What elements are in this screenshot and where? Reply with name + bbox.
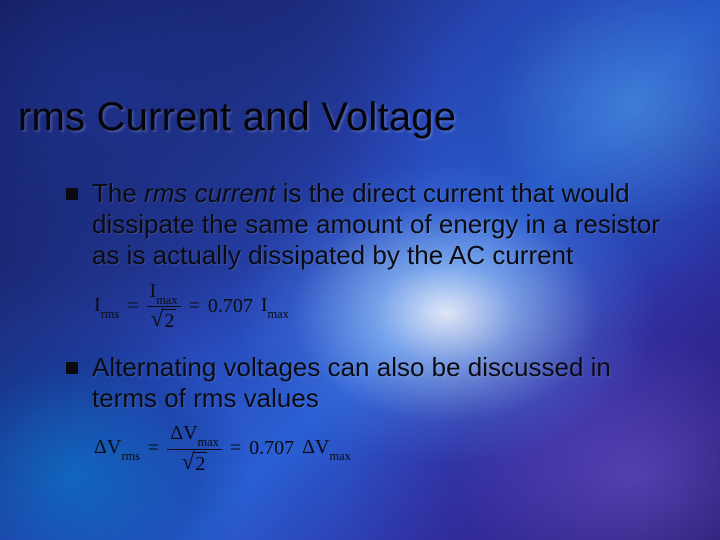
eq-subscript: rms <box>121 449 140 463</box>
eq-rhs: ΔVmax <box>302 436 351 462</box>
equals-sign: = <box>148 437 159 460</box>
delta-symbol: Δ <box>170 422 183 444</box>
eq-radicand: 2 <box>162 309 176 332</box>
square-bullet-icon <box>66 188 78 200</box>
eq-symbol: I <box>261 294 268 316</box>
eq-fraction: Imax √ 2 <box>147 281 181 332</box>
radical-icon: √ 2 <box>151 309 177 332</box>
eq-fraction: ΔVmax √ 2 <box>167 423 222 474</box>
bullet-text-rest: Alternating voltages can also be discuss… <box>92 352 611 413</box>
bullet-item: Alternating voltages can also be discuss… <box>66 352 662 414</box>
eq-coefficient: 0.707 <box>208 295 253 318</box>
eq-subscript: max <box>156 293 177 307</box>
eq-denominator: √ 2 <box>148 307 180 332</box>
eq-numerator: ΔVmax <box>167 423 222 449</box>
eq-subscript: max <box>198 435 219 449</box>
bullet-item: The rms current is the direct current th… <box>66 178 662 272</box>
equation-voltage: ΔVrms = ΔVmax √ 2 = 0.707 <box>94 428 662 470</box>
eq-rhs: Imax <box>261 294 289 320</box>
square-bullet-icon <box>66 362 78 374</box>
radical-icon: √ 2 <box>182 452 208 475</box>
equals-sign: = <box>189 295 200 318</box>
eq-subscript: rms <box>101 307 120 321</box>
eq-coefficient: 0.707 <box>249 437 294 460</box>
eq-symbol: V <box>183 422 197 444</box>
eq-subscript: max <box>329 449 350 463</box>
delta-symbol: Δ <box>302 436 315 458</box>
bullet-text-prefix: The <box>92 178 144 208</box>
equation-current: Irms = Imax √ 2 = 0.707 <box>94 286 662 328</box>
eq-numerator: Imax <box>147 281 181 307</box>
slide: rms Current and Voltage The rms current … <box>0 0 720 540</box>
eq-symbol: I <box>94 294 101 316</box>
slide-title: rms Current and Voltage <box>18 96 456 138</box>
eq-lhs: Irms <box>94 294 119 320</box>
eq-radicand: 2 <box>193 452 207 475</box>
eq-lhs: ΔVrms <box>94 436 140 462</box>
eq-symbol: V <box>315 436 329 458</box>
equals-sign: = <box>127 295 138 318</box>
slide-body: The rms current is the direct current th… <box>66 178 662 490</box>
eq-subscript: max <box>268 307 289 321</box>
equals-sign: = <box>230 437 241 460</box>
bullet-text-emphasis: rms current <box>144 178 275 208</box>
delta-symbol: Δ <box>94 436 107 458</box>
eq-denominator: √ 2 <box>179 450 211 475</box>
eq-symbol: V <box>107 436 121 458</box>
